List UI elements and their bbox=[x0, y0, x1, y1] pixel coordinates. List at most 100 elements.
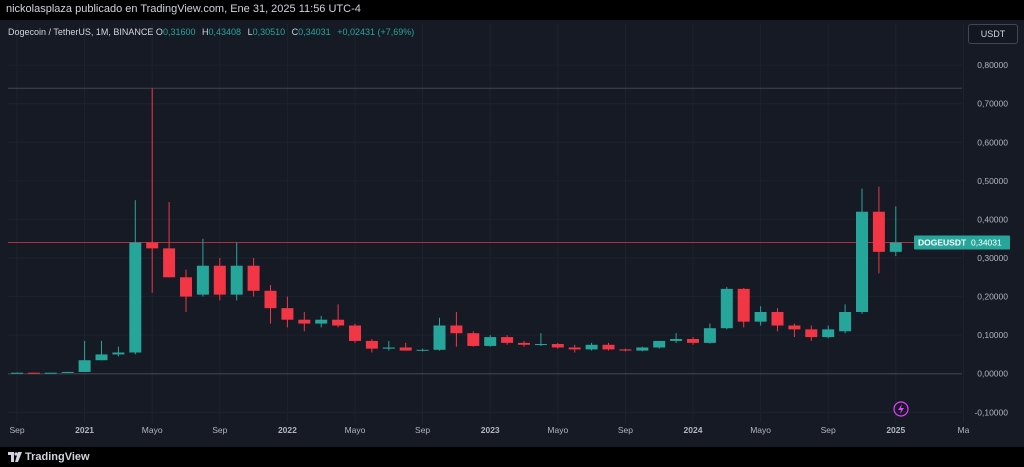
x-tick-label: Ma bbox=[957, 425, 969, 435]
candle bbox=[839, 304, 852, 334]
legend-open-label: O bbox=[155, 27, 163, 37]
candle-body bbox=[467, 333, 480, 346]
candle bbox=[365, 339, 378, 353]
candle bbox=[856, 188, 868, 314]
candle bbox=[653, 340, 666, 349]
price-tag-value: 0,34031 bbox=[971, 237, 1002, 247]
candle-body bbox=[196, 265, 209, 295]
candle bbox=[703, 323, 716, 344]
legend-low-label: L bbox=[247, 27, 253, 37]
horizontal-levels bbox=[8, 87, 962, 243]
candle-body bbox=[281, 308, 294, 320]
y-tick-label: 0,30000 bbox=[977, 253, 1008, 263]
candle-body bbox=[112, 352, 125, 355]
candle-body bbox=[264, 290, 277, 309]
candle bbox=[230, 242, 243, 301]
y-tick-label: 0,80000 bbox=[977, 60, 1008, 70]
candle-body bbox=[95, 354, 108, 361]
candle bbox=[315, 315, 328, 328]
candle bbox=[585, 342, 598, 351]
x-tick-label: Mayo bbox=[142, 425, 163, 435]
candle-body bbox=[315, 319, 328, 324]
candle-body bbox=[61, 371, 74, 373]
y-tick-label: 0,00000 bbox=[977, 369, 1008, 379]
candle-body bbox=[247, 265, 260, 291]
y-tick-label: 0,20000 bbox=[977, 292, 1008, 302]
publish-caption: nickolasplaza publicado en TradingView.c… bbox=[6, 3, 361, 15]
candle-body bbox=[653, 340, 666, 348]
candle-body bbox=[298, 319, 311, 324]
chart-area[interactable] bbox=[0, 20, 1024, 448]
candle bbox=[602, 342, 615, 351]
candle bbox=[27, 372, 40, 374]
candle-body bbox=[720, 288, 733, 329]
legend-close: 0,34031 bbox=[298, 27, 331, 37]
y-tick-label: -0,10000 bbox=[974, 407, 1008, 417]
x-tick-label: 2021 bbox=[75, 425, 94, 435]
candle-body bbox=[805, 329, 818, 338]
candle bbox=[720, 286, 733, 330]
candle-body bbox=[501, 337, 514, 343]
candle-body bbox=[450, 325, 463, 334]
y-tick-label: 0,70000 bbox=[977, 99, 1008, 109]
candle bbox=[518, 340, 530, 347]
candle-body bbox=[822, 329, 835, 338]
x-tick-label: Sep bbox=[618, 425, 633, 435]
candle-body bbox=[872, 211, 885, 252]
candle bbox=[754, 306, 767, 326]
candle bbox=[298, 312, 311, 332]
candle bbox=[788, 323, 801, 338]
candle bbox=[872, 186, 885, 274]
y-tick-label: 0,60000 bbox=[977, 137, 1008, 147]
candle bbox=[129, 200, 142, 355]
legend-high: 0,43408 bbox=[208, 27, 242, 37]
candle-body bbox=[365, 340, 378, 349]
candle bbox=[889, 206, 902, 257]
candle bbox=[332, 304, 345, 328]
candle-body bbox=[349, 325, 361, 341]
candle-body bbox=[551, 344, 564, 348]
candle bbox=[213, 258, 226, 301]
candle bbox=[399, 342, 412, 351]
legend-symbol: Dogecoin / TetherUS, 1M, BINANCE bbox=[8, 27, 154, 37]
candle bbox=[180, 269, 192, 312]
candle-body bbox=[484, 337, 497, 346]
legend-high-label: H bbox=[202, 27, 209, 37]
candles bbox=[11, 88, 902, 374]
candle bbox=[568, 344, 581, 353]
candle bbox=[501, 335, 514, 345]
candle bbox=[416, 348, 429, 352]
footer-bar: TradingView bbox=[0, 447, 1024, 467]
candle bbox=[95, 340, 108, 361]
candle-body bbox=[416, 349, 429, 351]
candle-body bbox=[146, 242, 159, 249]
lightning-icon[interactable] bbox=[893, 401, 909, 417]
candlestick-chart[interactable]: 0,80000 0,70000 0,60000 0,50000 0,40000 0,300… bbox=[0, 0, 1024, 447]
x-tick-label: 2023 bbox=[481, 425, 500, 435]
candle-body bbox=[636, 347, 649, 351]
legend-close-label: C bbox=[291, 27, 299, 37]
candle-body bbox=[687, 339, 699, 343]
x-tick-label: 2025 bbox=[886, 425, 905, 435]
candle-body bbox=[230, 265, 243, 295]
x-tick-label: 2022 bbox=[278, 425, 297, 435]
x-tick-label: Sep bbox=[212, 425, 227, 435]
candle bbox=[484, 335, 497, 347]
currency-button[interactable]: USDT bbox=[968, 24, 1018, 44]
candle bbox=[146, 88, 159, 293]
candle-body bbox=[568, 347, 581, 350]
candle-body bbox=[788, 325, 801, 330]
candle-body bbox=[534, 344, 547, 346]
candle bbox=[61, 371, 74, 373]
candle-body bbox=[399, 347, 412, 351]
x-tick-label: Mayo bbox=[547, 425, 568, 435]
x-tick-label: Mayo bbox=[750, 425, 771, 435]
candle bbox=[247, 258, 260, 297]
candle bbox=[619, 348, 632, 352]
candle-body bbox=[433, 325, 446, 350]
price-tag-box bbox=[914, 235, 1010, 250]
candle bbox=[382, 340, 395, 351]
candle bbox=[78, 340, 91, 373]
grid-lines bbox=[8, 24, 964, 423]
candle-body bbox=[771, 312, 784, 326]
